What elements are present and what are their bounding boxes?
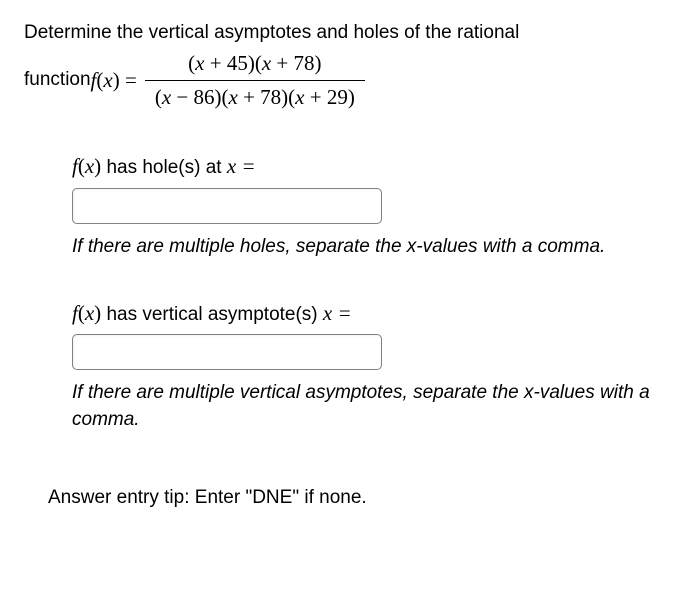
num-op2: + (271, 51, 293, 75)
asymptotes-hint: If there are multiple vertical asymptote… (72, 380, 656, 433)
intro-prefix: function (24, 67, 91, 94)
holes-input[interactable] (72, 188, 382, 224)
holes-math: f(x) (72, 154, 101, 178)
num-op1: + (204, 51, 226, 75)
asym-tail: has vertical asymptote(s) (101, 304, 323, 325)
asym-math: f(x) (72, 301, 101, 325)
asymptotes-input[interactable] (72, 334, 382, 370)
lhs-var: x (103, 68, 112, 92)
func-lhs: f(x) = (91, 66, 137, 95)
denominator: (x − 86)(x + 78)(x + 29) (145, 81, 365, 114)
intro-text: Determine the vertical asymptotes and ho… (24, 20, 676, 114)
asym-eq: = (332, 301, 351, 325)
den-p6: ) (348, 85, 355, 109)
num-p2: ) (248, 51, 255, 75)
holes-var: x (85, 154, 94, 178)
lhs-eq: = (120, 68, 137, 92)
holes-prompt: f(x) has hole(s) at x = (72, 152, 656, 182)
holes-tail: has hole(s) at (101, 157, 227, 178)
asymptotes-prompt: f(x) has vertical asymptote(s) x = (72, 299, 656, 329)
question-container: Determine the vertical asymptotes and ho… (0, 0, 700, 532)
den-n3: 29 (327, 85, 348, 109)
den-p1: ( (155, 85, 162, 109)
asym-open: ( (78, 301, 85, 325)
intro-line1: Determine the vertical asymptotes and ho… (24, 20, 676, 47)
holes-section: f(x) has hole(s) at x = If there are mul… (72, 152, 656, 260)
den-op1: − (171, 85, 193, 109)
answer-tip: Answer entry tip: Enter "DNE" if none. (48, 485, 676, 512)
den-op3: + (304, 85, 326, 109)
den-v1: x (162, 85, 171, 109)
num-v2: x (262, 51, 271, 75)
num-p3: ( (255, 51, 262, 75)
den-n1: 86 (193, 85, 214, 109)
den-op2: + (238, 85, 260, 109)
holes-xvar: x (227, 154, 236, 178)
num-p4: ) (314, 51, 321, 75)
asym-xvar: x (323, 301, 332, 325)
lhs-close: ) (113, 68, 120, 92)
fraction: (x + 45)(x + 78) (x − 86)(x + 78)(x + 29… (145, 47, 365, 115)
numerator: (x + 45)(x + 78) (145, 47, 365, 81)
den-v2: x (228, 85, 237, 109)
asym-var: x (85, 301, 94, 325)
num-n1: 45 (227, 51, 248, 75)
intro-line2: function f(x) = (x + 45)(x + 78) (x − 86… (24, 47, 676, 115)
num-n2: 78 (293, 51, 314, 75)
den-n2: 78 (260, 85, 281, 109)
holes-open: ( (78, 154, 85, 178)
asymptotes-section: f(x) has vertical asymptote(s) x = If th… (72, 299, 656, 434)
holes-eq: = (236, 154, 255, 178)
holes-hint: If there are multiple holes, separate th… (72, 234, 656, 261)
